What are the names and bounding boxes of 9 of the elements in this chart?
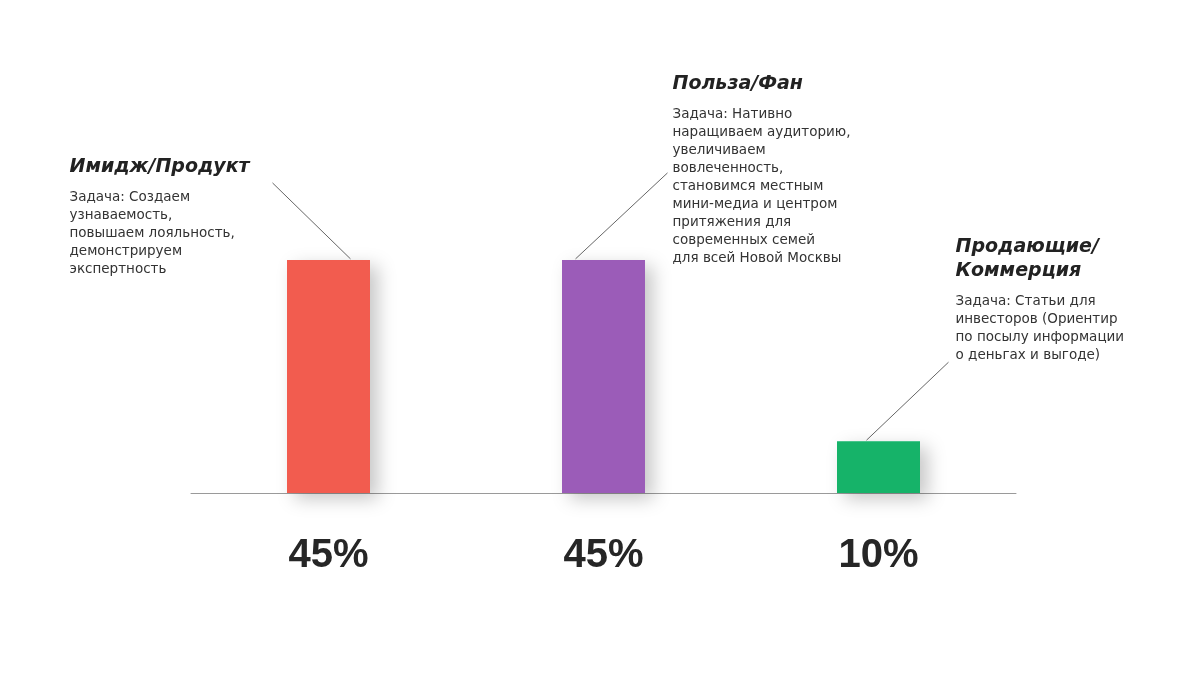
text: Задача: Нативно наращиваем аудиторию, увеличиваем вовлеченность, становимся местным мини-медиа и центром притяжения для современных семей для всей Новой Москвы (672, 104, 851, 265)
data-label: 10% (838, 531, 919, 575)
annotation: Задача: Статьи для инвесторов (Ориентир по посылу информации о деньгах и выгоде) (955, 291, 1125, 364)
data-label: 45% (563, 531, 644, 575)
text: Имидж/Продукт (69, 152, 250, 177)
text: Польза/Фан (672, 69, 804, 94)
annotation: Продающие/ Коммерция (955, 233, 1101, 282)
data-label: 45% (288, 531, 369, 575)
annotation: Задача: Создаем узнаваемость, повышаем лояльность, демонстрируем экспертность (69, 186, 236, 277)
